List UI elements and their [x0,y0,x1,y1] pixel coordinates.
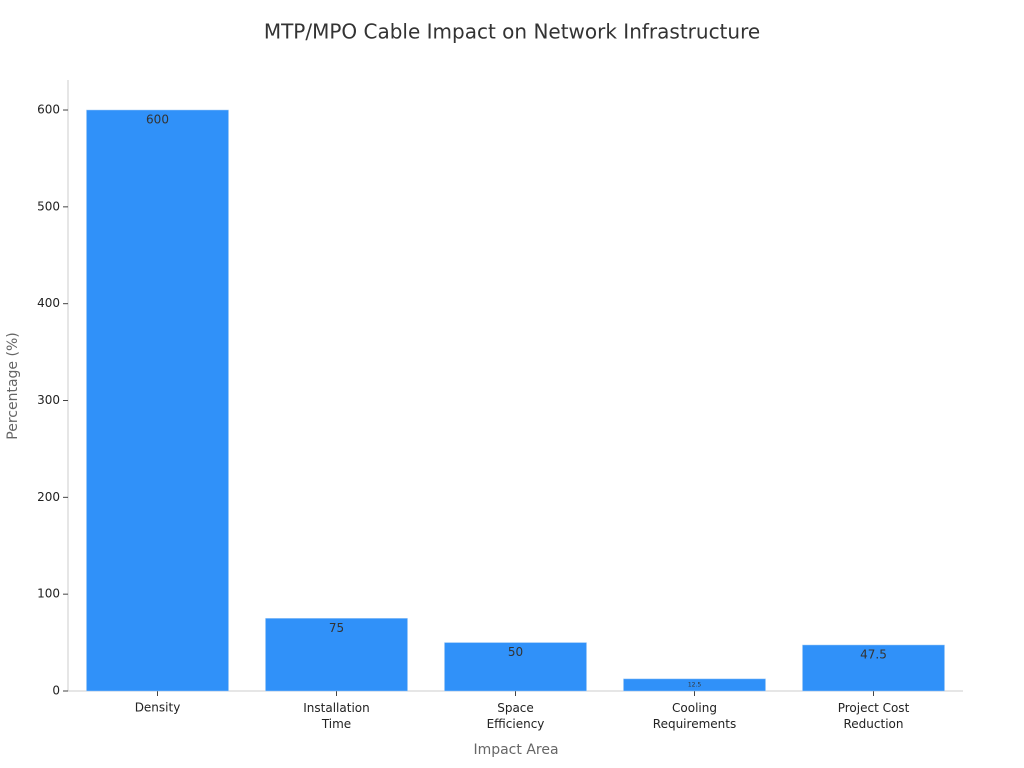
x-tick-label: Density [135,701,181,715]
value-label: 47.5 [860,648,887,662]
value-label: 600 [146,113,169,127]
bar [444,642,587,692]
bar [623,678,766,692]
y-axis-label: Percentage (%) [5,332,21,439]
x-tick-label: Cooling Requirements [653,701,736,731]
y-tick-label: 0 [52,684,60,698]
bar [802,644,945,692]
y-tick-label: 400 [37,296,60,310]
bar [86,109,229,692]
value-label: 75 [329,621,344,635]
chart-title: MTP/MPO Cable Impact on Network Infrastr… [264,20,760,44]
value-label: 50 [508,645,523,659]
y-tick-label: 300 [37,393,60,407]
bar [265,618,408,692]
y-tick-label: 600 [37,103,60,117]
x-tick-label: Space Efficiency [487,701,545,731]
y-tick-label: 100 [37,587,60,601]
x-tick-label: Project Cost Reduction [838,701,910,731]
x-tick-label: Installation Time [303,701,369,731]
y-tick-label: 200 [37,490,60,504]
x-axis-label: Impact Area [473,742,558,758]
value-label: 12.5 [688,681,702,688]
y-tick-label: 500 [37,199,60,213]
